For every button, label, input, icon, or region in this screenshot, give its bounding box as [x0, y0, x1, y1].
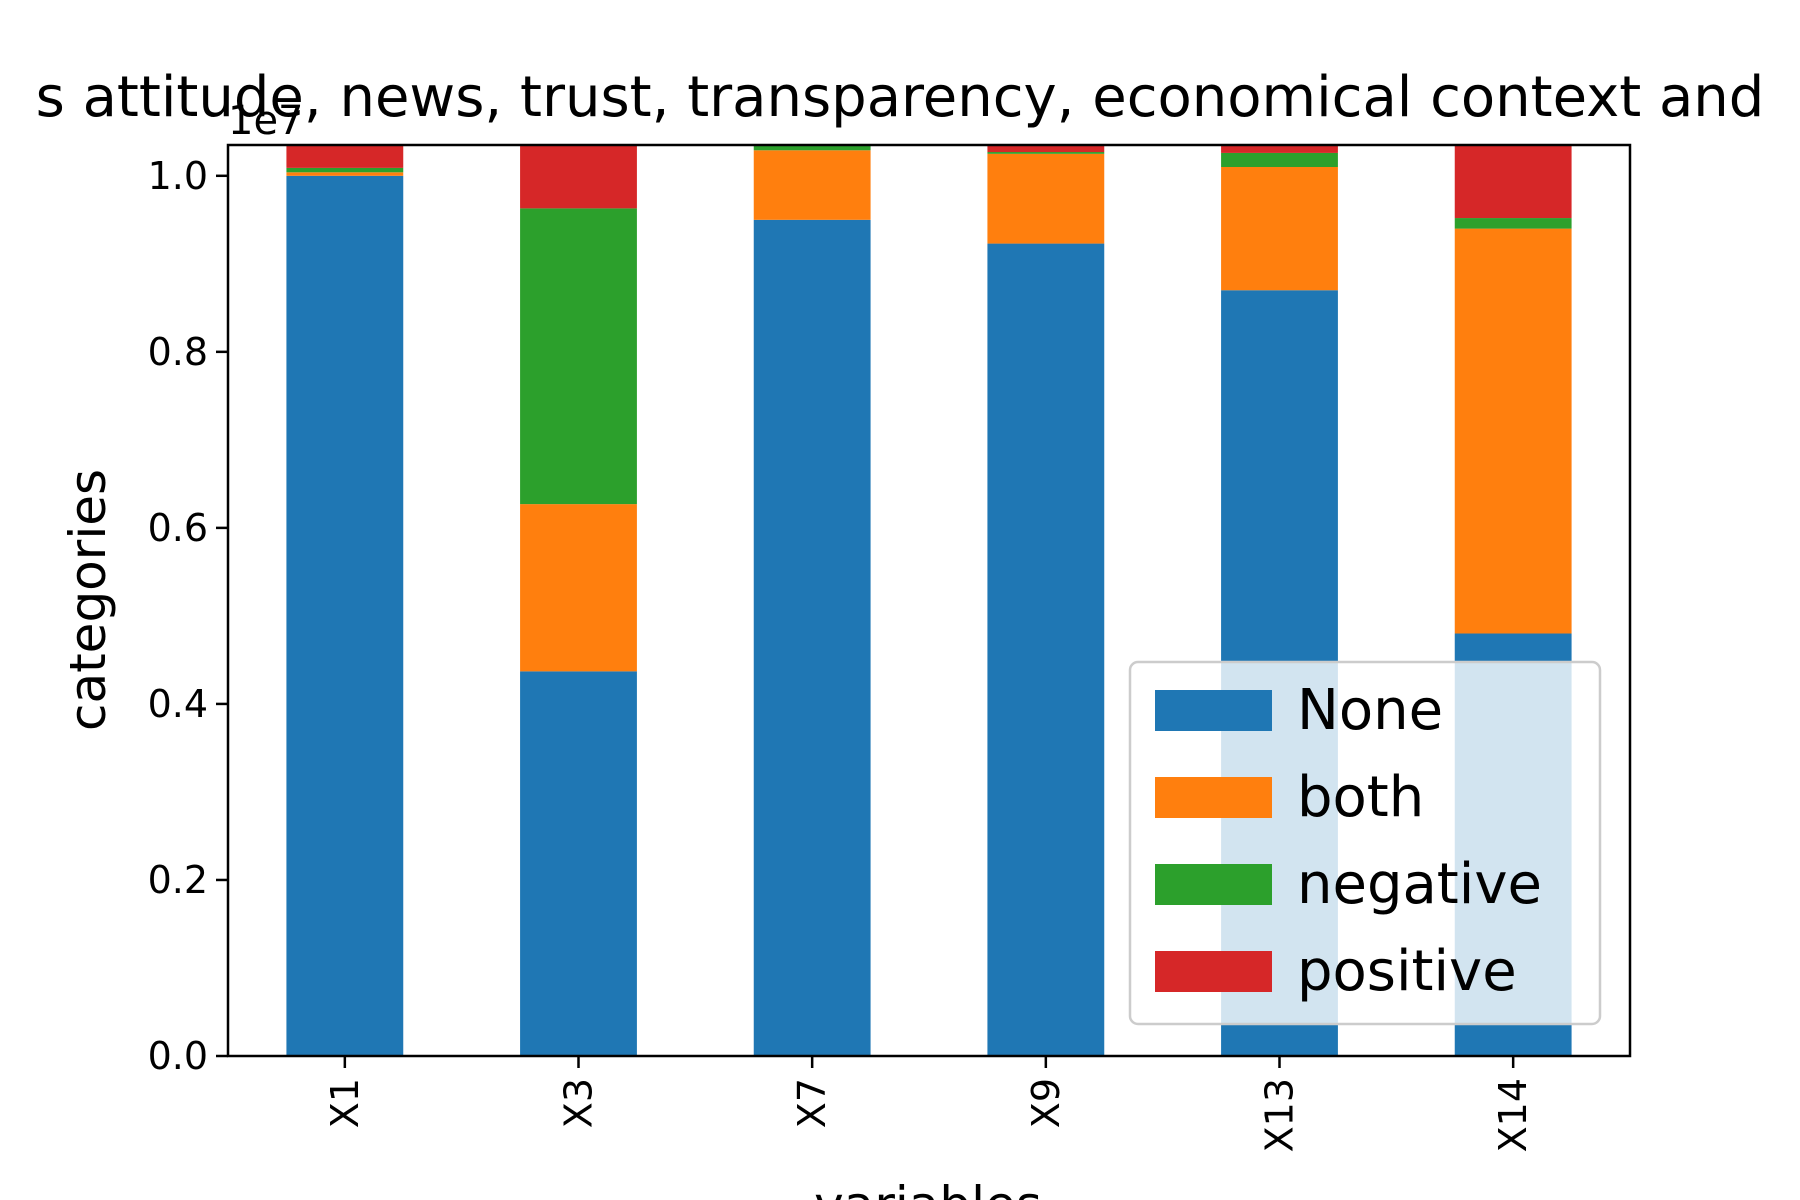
bar-x7-both — [753, 150, 871, 220]
x-axis-label: variables — [814, 1176, 1042, 1200]
bar-x14-negative — [1454, 218, 1572, 229]
bars-group — [286, 145, 1572, 1057]
legend-label-negative: negative — [1297, 852, 1542, 917]
y-tick-label: 0.0 — [148, 1034, 208, 1078]
legend-swatch-both — [1155, 777, 1272, 818]
x-tick-label: X9 — [1024, 1078, 1068, 1128]
bar-x9-none — [987, 243, 1105, 1056]
legend: None both negative positive — [1128, 660, 1602, 1026]
bar-x13-both — [1221, 167, 1338, 291]
bar-x9-both — [987, 153, 1105, 244]
legend-swatch-none — [1155, 690, 1272, 731]
bar-x13-positive — [1221, 145, 1338, 153]
bar-x7-none — [753, 219, 871, 1056]
x-tick-label: X13 — [1258, 1078, 1302, 1152]
y-tick-label: 0.6 — [148, 506, 208, 550]
axis-offset-label: 1e7 — [228, 98, 304, 144]
y-tick-label: 1.0 — [148, 154, 208, 198]
bar-x3-none — [520, 671, 637, 1056]
y-axis-label: categories — [59, 469, 117, 731]
x-axis: X1 X3 X7 X9 X13 X14 — [323, 1056, 1535, 1152]
bar-x14-both — [1454, 228, 1572, 634]
legend-box — [1128, 660, 1602, 1026]
bar-x3-both — [520, 504, 637, 672]
legend-label-both: both — [1297, 765, 1424, 830]
bar-x13-negative — [1221, 152, 1338, 167]
y-tick-label: 0.4 — [148, 682, 208, 726]
y-tick-label: 0.8 — [148, 330, 208, 374]
bar-x1-both — [286, 172, 404, 176]
bar-x1-negative — [286, 167, 404, 173]
bar-x3-negative — [520, 208, 637, 505]
y-tick-label: 0.2 — [148, 858, 208, 902]
bar-x1-none — [286, 175, 404, 1056]
plot-frame — [226, 143, 1632, 1058]
y-axis: 0.0 0.2 0.4 0.6 0.8 1.0 — [148, 154, 228, 1078]
bar-x1-positive — [286, 145, 404, 168]
x-tick-label: X7 — [790, 1078, 834, 1128]
legend-label-none: None — [1297, 678, 1443, 743]
bar-x14-positive — [1454, 145, 1572, 219]
bar-x3-positive — [520, 145, 637, 209]
legend-label-positive: positive — [1297, 939, 1517, 1004]
chart-title: s attitude, news, trust, transparency, e… — [36, 65, 1765, 130]
bar-x9-positive — [987, 145, 1105, 153]
bar-x9-negative — [987, 152, 1105, 154]
bar-x7-negative — [753, 145, 871, 151]
x-tick-label: X3 — [557, 1078, 601, 1128]
legend-swatch-positive — [1155, 951, 1272, 992]
x-tick-label: X14 — [1491, 1078, 1535, 1152]
legend-swatch-negative — [1155, 864, 1272, 905]
x-tick-label: X1 — [323, 1078, 367, 1128]
